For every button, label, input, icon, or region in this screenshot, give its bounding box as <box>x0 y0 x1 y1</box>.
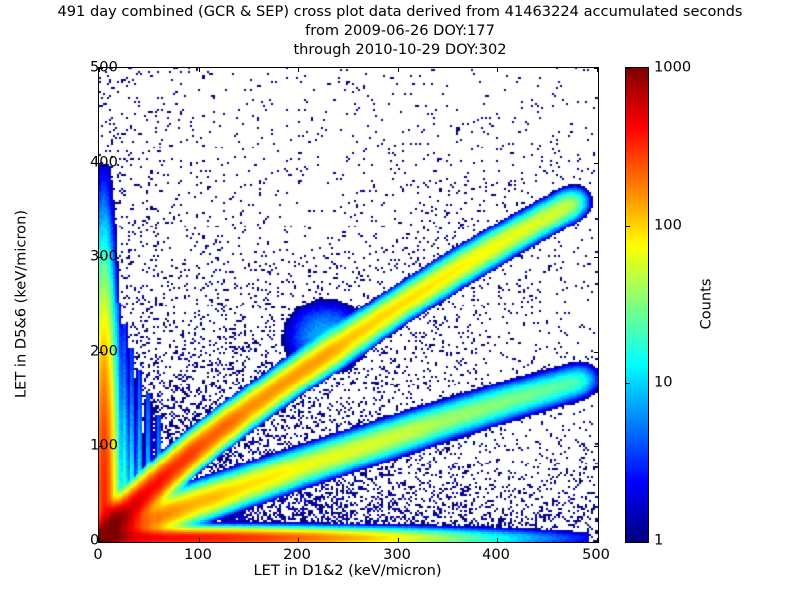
colorbar <box>625 67 649 543</box>
x-tick-mark <box>99 538 100 542</box>
x-tick-mark-top <box>497 68 498 72</box>
colorbar-gradient <box>626 68 648 542</box>
x-tick-mark <box>597 538 598 542</box>
x-tick-mark-top <box>199 68 200 72</box>
x-tick-label: 0 <box>93 546 103 563</box>
y-tick-mark-right <box>594 257 598 258</box>
title-line-2: from 2009-06-26 DOY:177 <box>305 22 495 39</box>
page-title: 491 day combined (GCR & SEP) cross plot … <box>0 2 800 59</box>
y-tick-mark <box>99 541 103 542</box>
x-axis-label: LET in D1&2 (keV/micron) <box>253 562 442 579</box>
colorbar-tick-mark <box>626 383 630 384</box>
plot-axes <box>98 67 599 543</box>
title-line-1: 491 day combined (GCR & SEP) cross plot … <box>57 3 743 20</box>
x-tick-mark-top <box>398 68 399 72</box>
y-tick-mark <box>99 163 103 164</box>
x-tick-label: 400 <box>482 546 510 563</box>
x-tick-mark-top <box>99 68 100 72</box>
x-tick-mark-top <box>298 68 299 72</box>
y-tick-mark-right <box>594 352 598 353</box>
y-tick-mark <box>99 352 103 353</box>
y-tick-mark-right <box>594 541 598 542</box>
x-tick-mark <box>298 538 299 542</box>
y-tick-mark <box>99 68 103 69</box>
x-tick-mark <box>398 538 399 542</box>
title-line-3: through 2010-10-29 DOY:302 <box>293 41 507 58</box>
y-tick-mark-right <box>594 163 598 164</box>
colorbar-tick-label: 10 <box>654 373 673 391</box>
x-tick-mark-top <box>597 68 598 72</box>
scatter-heatmap-canvas <box>99 68 598 542</box>
colorbar-label: Counts <box>697 278 715 330</box>
colorbar-tick-label: 1000 <box>654 58 692 76</box>
y-tick-mark <box>99 257 103 258</box>
colorbar-tick-label: 100 <box>654 216 682 234</box>
colorbar-tick-mark <box>626 68 630 69</box>
x-tick-mark <box>199 538 200 542</box>
y-tick-mark-right <box>594 68 598 69</box>
x-tick-label: 300 <box>383 546 411 563</box>
colorbar-tick-mark <box>626 226 630 227</box>
colorbar-tick-label: 1 <box>654 531 664 549</box>
x-tick-mark <box>497 538 498 542</box>
y-tick-mark <box>99 446 103 447</box>
x-tick-label: 500 <box>582 546 610 563</box>
x-tick-label: 200 <box>283 546 311 563</box>
x-tick-label: 100 <box>184 546 212 563</box>
y-axis-label: LET in D5&6 (keV/micron) <box>12 209 30 399</box>
y-tick-mark-right <box>594 446 598 447</box>
